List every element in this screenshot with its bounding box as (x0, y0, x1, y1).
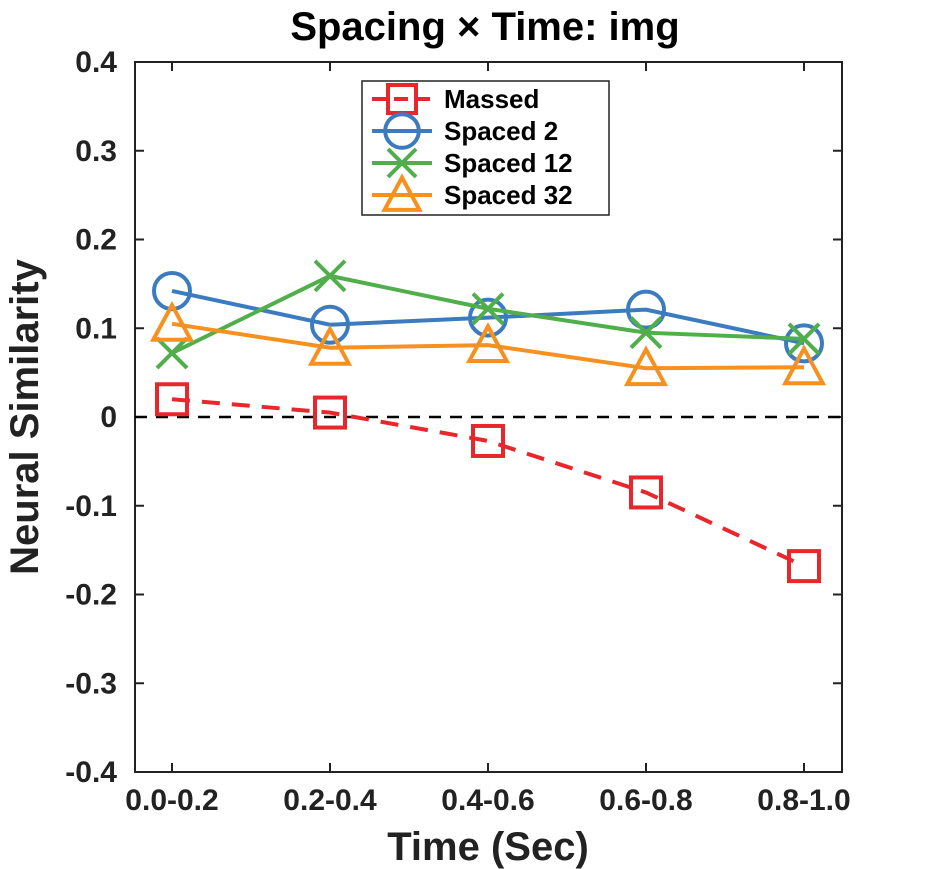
series-spaced-32 (149, 300, 827, 387)
series-massed (155, 382, 821, 584)
legend-label: Spaced 32 (444, 180, 573, 210)
data-point (468, 297, 508, 338)
y-tick-label: -0.2 (65, 579, 117, 612)
series-line (171, 321, 805, 371)
data-point (787, 322, 821, 356)
x-tick-label: 0.6-0.8 (599, 784, 692, 817)
legend-marker (381, 173, 423, 212)
legend-marker (386, 147, 418, 179)
y-tick-label: -0.4 (65, 756, 117, 789)
x-axis-ticks: 0.0-0.2 0.2-0.4 0.4-0.6 0.6-0.8 0.8-1.0 (125, 62, 851, 817)
y-tick-label: -0.1 (65, 490, 117, 523)
legend-label: Massed (444, 84, 539, 114)
y-tick-label: 0 (100, 401, 117, 434)
data-point (781, 344, 827, 386)
chart-title: Spacing × Time: img (290, 5, 679, 49)
data-point (471, 292, 505, 326)
x-tick-label: 0.8-1.0 (757, 784, 850, 817)
series-spaced-2 (152, 270, 824, 364)
y-axis-label: Neural Similarity (3, 258, 47, 574)
legend-label: Spaced 2 (444, 116, 558, 146)
series-line (171, 397, 805, 568)
x-tick-label: 0.2-0.4 (283, 784, 377, 817)
x-tick-label: 0.4-0.6 (441, 784, 534, 817)
legend-item: Spaced 2 (372, 112, 558, 150)
series-layer (149, 259, 827, 584)
y-tick-label: 0.3 (75, 135, 117, 168)
legend-item: Spaced 32 (372, 173, 573, 212)
data-point (465, 322, 511, 364)
legend-label: Spaced 12 (444, 148, 573, 178)
legend-marker (383, 112, 421, 150)
data-point (626, 289, 666, 330)
series-spaced-12 (155, 259, 821, 370)
data-point (155, 382, 189, 417)
y-tick-label: 0.2 (75, 224, 117, 257)
x-tick-label: 0.0-0.2 (125, 784, 218, 817)
data-point (471, 423, 505, 458)
data-point (307, 324, 353, 366)
data-point (310, 304, 350, 345)
y-tick-label: 0.1 (75, 312, 117, 345)
legend-item: Spaced 12 (372, 147, 573, 179)
data-point (155, 336, 189, 370)
y-tick-label: 0.4 (75, 46, 117, 79)
data-point (623, 345, 669, 387)
data-point (629, 316, 663, 350)
series-line (171, 273, 805, 355)
series-line (171, 289, 805, 346)
data-point (313, 395, 347, 430)
plot-area: -0.4 -0.3 -0.2 -0.1 0 0.1 0.2 0.3 0.4 0.0-0.2 0.2… (65, 46, 850, 817)
data-point (787, 549, 821, 584)
y-tick-label: -0.3 (65, 667, 117, 700)
data-point (149, 300, 195, 342)
data-point (313, 259, 347, 293)
data-point (784, 323, 824, 364)
data-point (629, 475, 663, 510)
x-axis-label: Time (Sec) (387, 825, 589, 869)
